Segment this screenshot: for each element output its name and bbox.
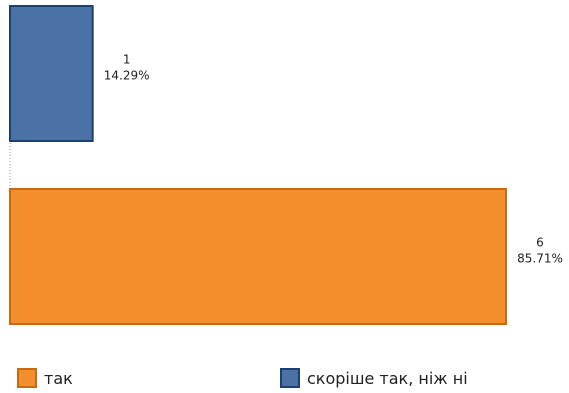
bar-value-label-0: 1 — [123, 53, 131, 67]
legend-swatch-0 — [17, 368, 37, 388]
bar-percent-label-0: 14.29% — [104, 69, 150, 83]
labels-layer: 1 14.29% 6 85.71% — [104, 53, 563, 266]
legend-swatch-1 — [280, 368, 300, 388]
bars-layer — [9, 5, 507, 325]
legend-label-1: скоріше так, ніж ні — [307, 369, 468, 388]
bar-0 — [9, 5, 94, 142]
bar-value-label-1: 6 — [536, 236, 544, 250]
bar-1 — [9, 188, 507, 325]
bar-percent-label-1: 85.71% — [517, 252, 563, 266]
legend-label-0: так — [44, 369, 73, 388]
legend: так скоріше так, ніж ні — [17, 368, 468, 388]
